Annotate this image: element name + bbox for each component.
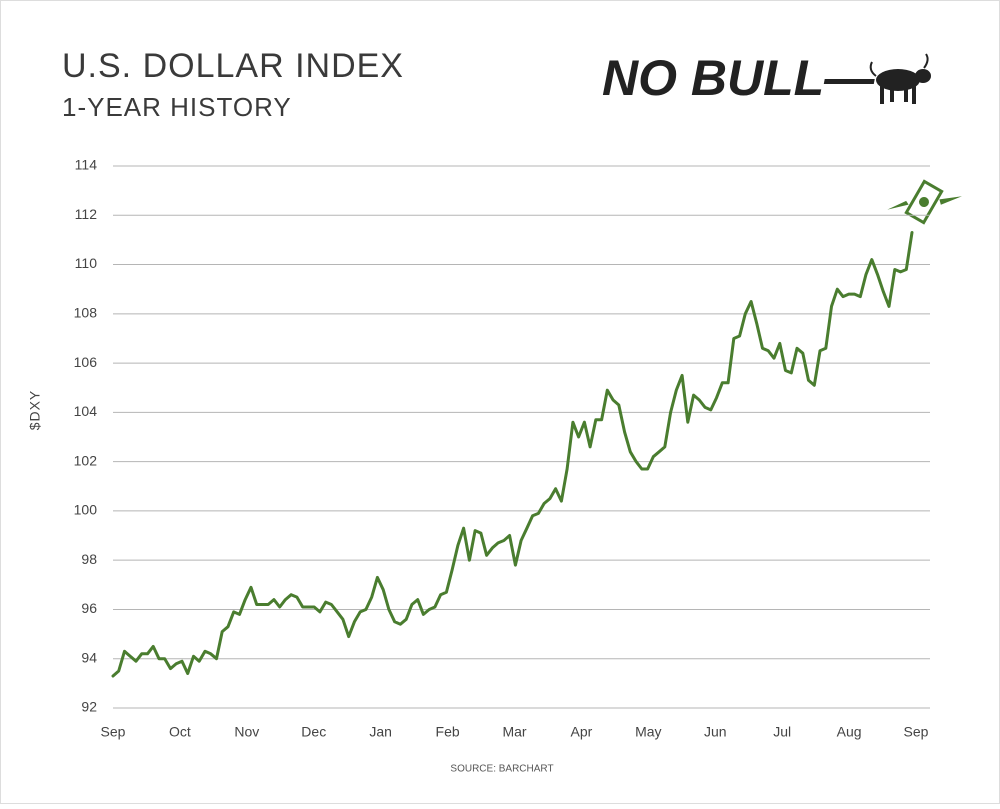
- chart-title: U.S. DOLLAR INDEX: [62, 47, 404, 85]
- x-tick-label: Jun: [704, 724, 727, 740]
- y-tick-label: 106: [74, 354, 98, 370]
- source-note: SOURCE: BARCHART: [450, 764, 553, 775]
- y-tick-label: 102: [74, 452, 98, 468]
- y-tick-label: 114: [75, 157, 98, 173]
- data-line: [111, 231, 914, 678]
- logo-text: NO BULL—: [602, 50, 875, 106]
- y-tick-label: 96: [81, 600, 97, 616]
- x-tick-label: Apr: [571, 724, 593, 740]
- x-tick-label: Feb: [436, 724, 460, 740]
- x-tick-label: Sep: [904, 724, 929, 740]
- y-tick-label: 92: [81, 699, 97, 715]
- chart-subtitle: 1-YEAR HISTORY: [62, 92, 292, 122]
- y-tick-label: 98: [81, 551, 97, 567]
- y-tick-label: 108: [74, 305, 98, 321]
- x-tick-label: Jul: [773, 724, 791, 740]
- y-tick-label: 110: [75, 255, 98, 271]
- x-tick-label: Oct: [169, 724, 191, 740]
- x-tick-label: Mar: [502, 724, 526, 740]
- y-axis-label: $DXY: [27, 390, 43, 431]
- x-tick-label: Jan: [369, 724, 392, 740]
- x-tick-label: Sep: [101, 724, 126, 740]
- x-tick-label: Nov: [234, 724, 259, 740]
- x-tick-label: Aug: [837, 724, 862, 740]
- y-tick-label: 100: [74, 502, 98, 518]
- bull-icon: [869, 53, 931, 104]
- x-tick-label: Dec: [301, 724, 326, 740]
- y-tick-label: 104: [74, 403, 98, 419]
- y-tick-label: 94: [81, 649, 97, 665]
- money-icon: [887, 179, 962, 225]
- x-tick-label: May: [635, 724, 661, 740]
- y-tick-label: 112: [75, 206, 98, 222]
